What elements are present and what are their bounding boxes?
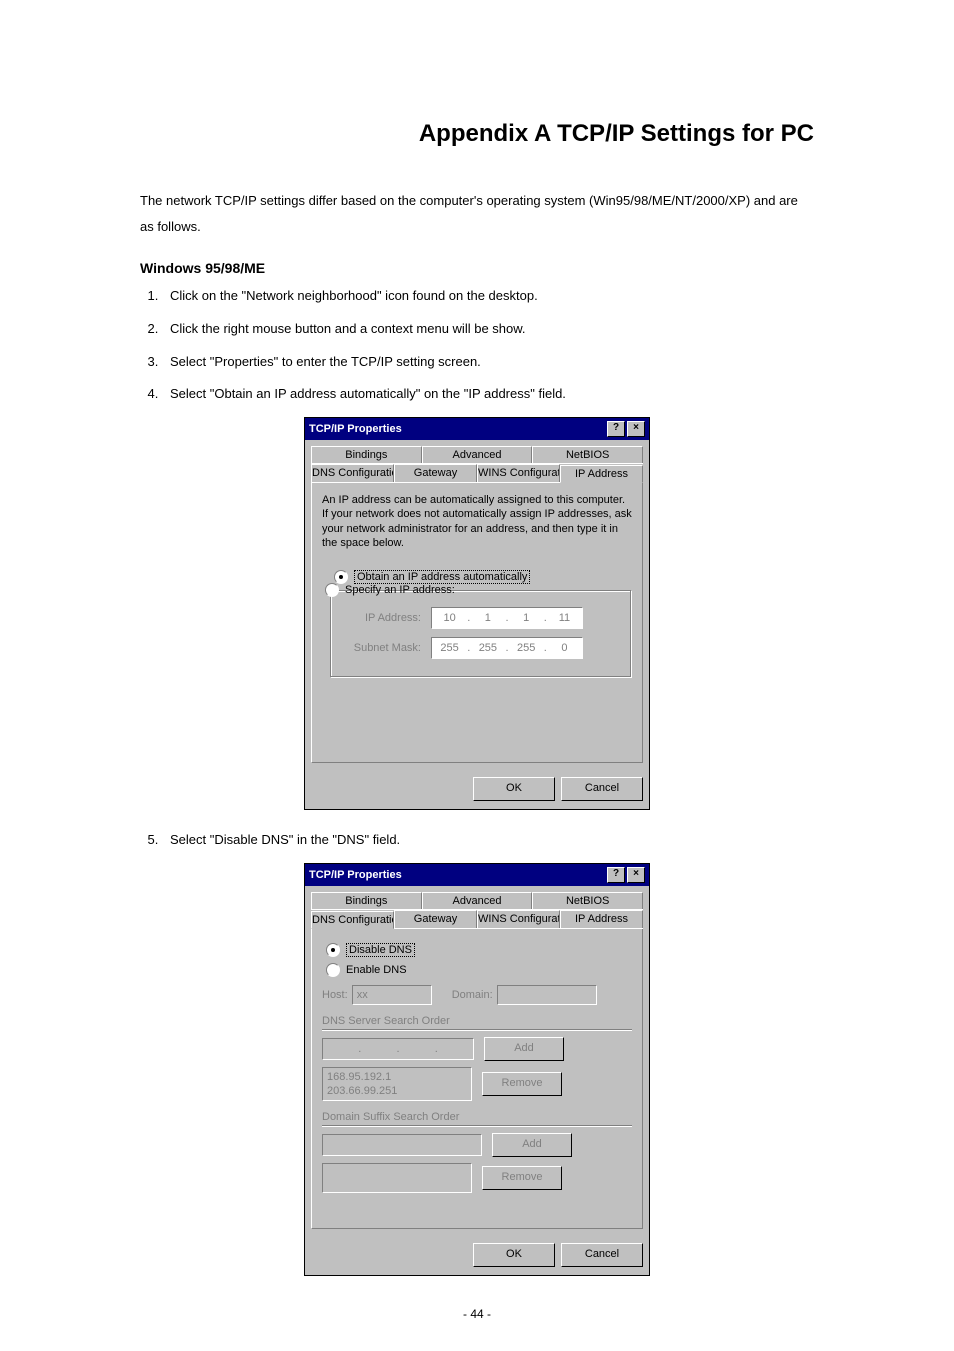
- tab-wins-configuration[interactable]: WINS Configuration: [477, 910, 560, 928]
- titlebar: TCP/IP Properties ? ×: [305, 864, 649, 886]
- ip-seg: 255: [470, 642, 505, 654]
- suffix-order-label: Domain Suffix Search Order: [322, 1111, 632, 1123]
- ip-seg: 1: [509, 612, 544, 624]
- tab-gateway[interactable]: Gateway: [394, 910, 477, 928]
- mask-input[interactable]: 255. 255. 255. 0: [431, 637, 583, 659]
- list-item: Select "Properties" to enter the TCP/IP …: [162, 352, 814, 373]
- tab-panel: An IP address can be automatically assig…: [311, 483, 643, 763]
- help-button[interactable]: ?: [607, 421, 625, 437]
- tabs-back-row: Bindings Advanced NetBIOS: [311, 892, 643, 910]
- ip-label: IP Address:: [341, 612, 431, 624]
- page-title: Appendix A TCP/IP Settings for PC: [140, 120, 814, 148]
- tab-ip-address[interactable]: IP Address: [560, 910, 643, 928]
- suffix-input[interactable]: [322, 1134, 482, 1156]
- tabs-front-row: DNS Configuration Gateway WINS Configura…: [311, 464, 643, 483]
- dialog-buttons: OK Cancel: [305, 769, 649, 809]
- dns-list-row: 168.95.192.1 203.66.99.251 Remove: [322, 1067, 632, 1101]
- tab-netbios[interactable]: NetBIOS: [532, 446, 643, 463]
- dns-add-row: . . . Add: [322, 1037, 632, 1061]
- tab-bindings[interactable]: Bindings: [311, 446, 422, 463]
- dns-order-label: DNS Server Search Order: [322, 1015, 632, 1027]
- ip-seg: 10: [432, 612, 467, 624]
- radio-icon: [326, 943, 340, 957]
- ip-input[interactable]: 10. 1. 1. 11: [431, 607, 583, 629]
- list-item: Select "Disable DNS" in the "DNS" field.: [162, 830, 814, 851]
- suffix-list[interactable]: [322, 1163, 472, 1193]
- tab-gateway[interactable]: Gateway: [394, 464, 477, 482]
- steps-list-continued: Select "Disable DNS" in the "DNS" field.: [140, 830, 814, 851]
- cancel-button[interactable]: Cancel: [561, 777, 643, 801]
- radio-label: Enable DNS: [346, 964, 407, 976]
- ip-seg: 11: [547, 612, 582, 624]
- specify-groupbox: Specify an IP address: IP Address: 10. 1…: [330, 590, 632, 678]
- domain-label: Domain:: [452, 989, 493, 1001]
- subnet-mask-field: Subnet Mask: 255. 255. 255. 0: [341, 637, 621, 659]
- dns-ip-input[interactable]: . . .: [322, 1038, 474, 1060]
- tabs-front-row: DNS Configuration Gateway WINS Configura…: [311, 910, 643, 929]
- help-text: An IP address can be automatically assig…: [322, 493, 632, 550]
- host-domain-row: Host: xx Domain:: [322, 985, 632, 1005]
- tab-advanced[interactable]: Advanced: [422, 446, 533, 463]
- tab-advanced[interactable]: Advanced: [422, 892, 533, 909]
- tab-panel: Disable DNS Enable DNS Host: xx Domain: …: [311, 929, 643, 1229]
- tcpip-dialog-ipaddress: TCP/IP Properties ? × Bindings Advanced …: [304, 417, 650, 810]
- remove-button[interactable]: Remove: [482, 1072, 562, 1096]
- section-heading: Windows 95/98/ME: [140, 260, 814, 276]
- remove-button[interactable]: Remove: [482, 1166, 562, 1190]
- host-input[interactable]: xx: [352, 985, 432, 1005]
- list-item: Click on the "Network neighborhood" icon…: [162, 286, 814, 307]
- ip-address-field: IP Address: 10. 1. 1. 11: [341, 607, 621, 629]
- ok-button[interactable]: OK: [473, 1243, 555, 1267]
- tcpip-dialog-dns: TCP/IP Properties ? × Bindings Advanced …: [304, 863, 650, 1276]
- radio-label: Specify an IP address:: [345, 584, 455, 596]
- ip-seg: 255: [432, 642, 467, 654]
- cancel-button[interactable]: Cancel: [561, 1243, 643, 1267]
- list-item: Click the right mouse button and a conte…: [162, 319, 814, 340]
- page-number: - 44 -: [0, 1307, 954, 1321]
- radio-obtain-auto[interactable]: Obtain an IP address automatically: [334, 570, 632, 584]
- radio-label: Obtain an IP address automatically: [354, 570, 530, 584]
- radio-disable-dns[interactable]: Disable DNS: [326, 943, 632, 957]
- radio-enable-dns[interactable]: Enable DNS: [326, 963, 632, 977]
- ip-seg: 1: [470, 612, 505, 624]
- ok-button[interactable]: OK: [473, 777, 555, 801]
- dialog-buttons: OK Cancel: [305, 1235, 649, 1275]
- ip-seg: 0: [547, 642, 582, 654]
- tab-dns-configuration[interactable]: DNS Configuration: [311, 911, 394, 929]
- radio-icon: [334, 570, 348, 584]
- close-button[interactable]: ×: [627, 421, 645, 437]
- titlebar: TCP/IP Properties ? ×: [305, 418, 649, 440]
- dns-server-list[interactable]: 168.95.192.1 203.66.99.251: [322, 1067, 472, 1101]
- dialog-title: TCP/IP Properties: [309, 869, 605, 881]
- tab-ip-address[interactable]: IP Address: [560, 465, 643, 483]
- suffix-list-row: Remove: [322, 1163, 632, 1193]
- host-label: Host:: [322, 989, 348, 1001]
- tab-bindings[interactable]: Bindings: [311, 892, 422, 909]
- radio-icon: [325, 583, 339, 597]
- tab-netbios[interactable]: NetBIOS: [532, 892, 643, 909]
- tab-dns-configuration[interactable]: DNS Configuration: [311, 464, 394, 482]
- mask-label: Subnet Mask:: [341, 642, 431, 654]
- tab-wins-configuration[interactable]: WINS Configuration: [477, 464, 560, 482]
- ip-seg: 255: [509, 642, 544, 654]
- add-button[interactable]: Add: [484, 1037, 564, 1061]
- suffix-add-row: Add: [322, 1133, 632, 1157]
- dialog-title: TCP/IP Properties: [309, 423, 605, 435]
- help-button[interactable]: ?: [607, 867, 625, 883]
- radio-label: Disable DNS: [346, 943, 415, 957]
- radio-icon: [326, 963, 340, 977]
- close-button[interactable]: ×: [627, 867, 645, 883]
- radio-specify[interactable]: Specify an IP address:: [325, 583, 621, 597]
- tabs-back-row: Bindings Advanced NetBIOS: [311, 446, 643, 464]
- add-button[interactable]: Add: [492, 1133, 572, 1157]
- domain-input[interactable]: [497, 985, 597, 1005]
- list-item: Select "Obtain an IP address automatical…: [162, 384, 814, 405]
- steps-list: Click on the "Network neighborhood" icon…: [140, 286, 814, 405]
- intro-paragraph: The network TCP/IP settings differ based…: [140, 188, 814, 240]
